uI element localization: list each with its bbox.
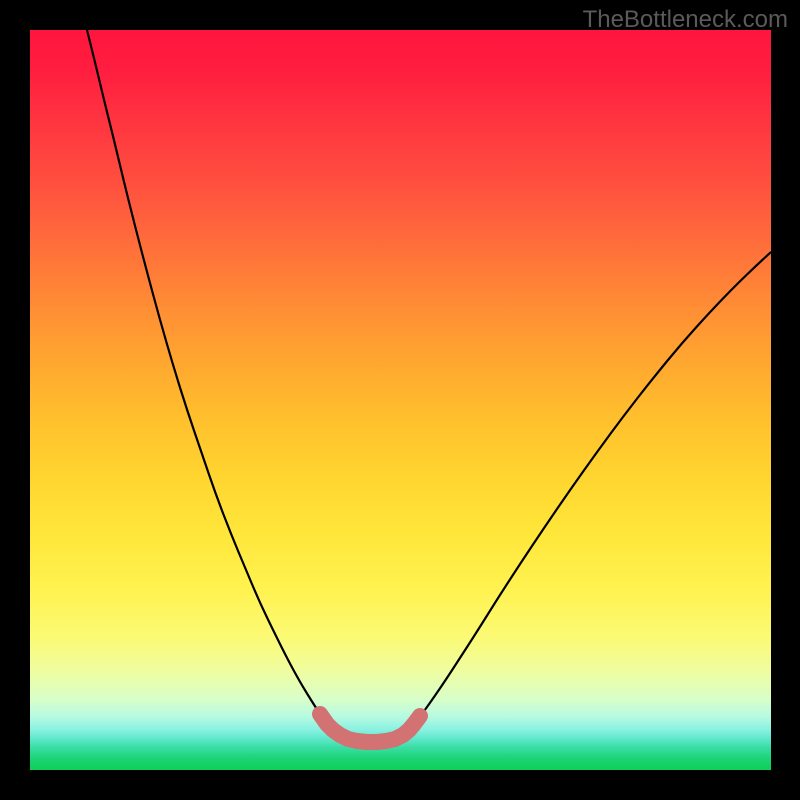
- plot-area: [30, 30, 771, 770]
- curve-right: [414, 252, 771, 724]
- watermark-text: TheBottleneck.com: [583, 6, 788, 34]
- curve-valley-highlight: [320, 714, 420, 742]
- curve-left: [87, 30, 327, 724]
- curves-layer: [30, 30, 771, 770]
